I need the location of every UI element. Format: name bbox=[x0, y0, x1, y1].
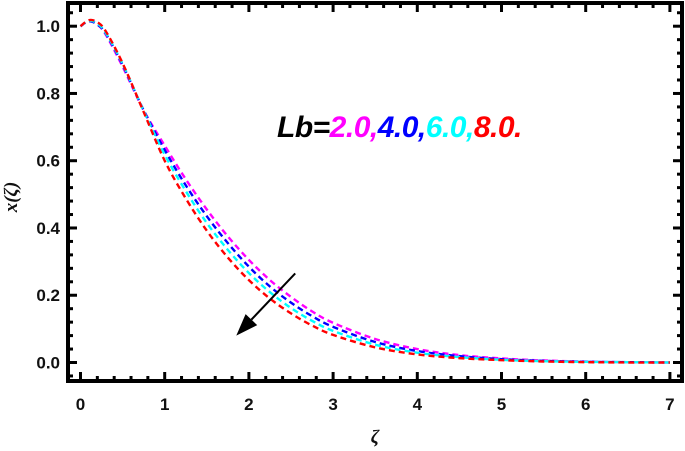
x-tick-label: 4 bbox=[413, 395, 423, 414]
x-tick-label: 0 bbox=[76, 395, 85, 414]
x-tick-label: 6 bbox=[581, 395, 590, 414]
legend-prefix: Lb= bbox=[277, 111, 330, 144]
x-tick-label: 5 bbox=[497, 395, 506, 414]
y-axis-title: x(ζ) bbox=[1, 182, 22, 214]
y-tick-label: 0.6 bbox=[36, 152, 60, 171]
x-tick-label: 7 bbox=[665, 395, 674, 414]
curve-lb-8-0 bbox=[79, 18, 670, 364]
y-axis-ticks: 0.0 0.2 0.4 0.6 0.8 1.0 bbox=[36, 11, 682, 378]
y-tick-label: 0.4 bbox=[36, 219, 60, 238]
curve-lb-4-0 bbox=[79, 19, 670, 364]
legend-entry-lb-4: 4.0, bbox=[377, 111, 427, 144]
plot-frame bbox=[66, 1, 684, 383]
x-axis-title: ζ bbox=[371, 427, 380, 448]
legend-entry-lb-8: 8.0. bbox=[473, 111, 523, 144]
legend-entry-lb-6: 6.0, bbox=[425, 111, 475, 144]
trend-arrow-icon bbox=[236, 272, 296, 336]
curve-lb-2-0 bbox=[79, 19, 670, 364]
curve-lb-6-0 bbox=[79, 19, 670, 364]
x-tick-label: 2 bbox=[244, 395, 253, 414]
legend-entry-lb-2: 2.0, bbox=[329, 111, 379, 144]
y-tick-label: 1.0 bbox=[36, 17, 60, 36]
x-tick-label: 3 bbox=[328, 395, 337, 414]
legend: Lb=2.0,4.0,6.0,8.0. bbox=[277, 111, 522, 145]
y-tick-label: 0.0 bbox=[36, 354, 60, 373]
curves bbox=[79, 18, 670, 364]
x-axis-ticks: 0 1 2 3 4 5 6 7 bbox=[76, 3, 675, 414]
y-tick-label: 0.2 bbox=[36, 286, 60, 305]
x-tick-label: 1 bbox=[160, 395, 169, 414]
y-tick-label: 0.8 bbox=[36, 84, 60, 103]
